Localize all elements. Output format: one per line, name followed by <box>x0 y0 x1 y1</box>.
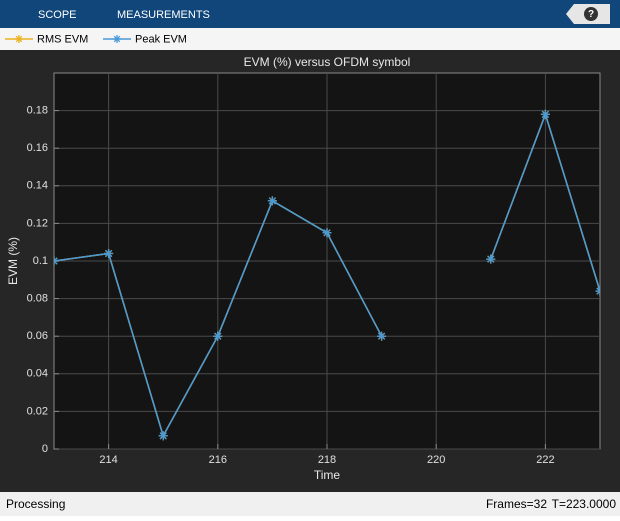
marker-stroke <box>596 287 600 292</box>
marker-stroke <box>113 35 121 43</box>
help-icon <box>584 7 598 21</box>
data-point <box>267 196 277 206</box>
x-tick-label: 214 <box>99 454 117 466</box>
x-tick-label: 218 <box>318 454 336 466</box>
marker-stroke <box>15 35 23 43</box>
legend-label: Peak EVM <box>135 33 187 45</box>
status-frames: Frames=32 <box>486 497 547 511</box>
y-tick-label: 0.14 <box>27 180 48 192</box>
legend-bar <box>0 28 620 50</box>
marker-stroke <box>487 255 495 263</box>
marker-stroke <box>323 229 331 237</box>
y-tick-label: 0.06 <box>27 330 48 342</box>
y-tick-label: 0.16 <box>27 142 48 154</box>
y-tick-label: 0.02 <box>27 405 48 417</box>
marker-stroke <box>541 110 550 118</box>
x-axis-label: Time <box>314 468 341 482</box>
y-tick-label: 0 <box>42 443 48 455</box>
x-tick-label: 216 <box>209 454 227 466</box>
status-state: Processing <box>6 497 65 511</box>
y-tick-label: 0.12 <box>27 217 48 229</box>
tab-scope[interactable]: SCOPE <box>38 9 77 21</box>
marker-stroke <box>596 290 600 295</box>
y-axis-label: EVM (%) <box>6 237 20 285</box>
marker-stroke <box>104 249 113 258</box>
data-point <box>486 254 496 264</box>
legend-label: RMS EVM <box>37 33 88 45</box>
y-tick-label: 0.18 <box>27 105 48 117</box>
y-tick-label: 0.08 <box>27 293 48 305</box>
marker-stroke <box>268 197 277 205</box>
x-tick-label: 220 <box>427 454 445 466</box>
chart-title: EVM (%) versus OFDM symbol <box>244 55 411 69</box>
x-tick-label: 222 <box>536 454 554 466</box>
plot-area <box>54 109 600 441</box>
data-point <box>322 228 332 238</box>
marker-stroke <box>377 332 386 340</box>
data-point <box>595 286 600 296</box>
marker-stroke <box>54 260 58 265</box>
y-tick-label: 0.04 <box>27 368 48 380</box>
data-point <box>213 331 223 341</box>
legend-entry[interactable]: RMS EVM <box>5 33 88 45</box>
data-point <box>54 256 59 266</box>
toolbar <box>0 0 620 28</box>
y-tick-label: 0.1 <box>33 255 48 267</box>
marker-stroke <box>54 257 58 262</box>
legend-entry[interactable]: Peak EVM <box>103 33 187 45</box>
tab-measurements[interactable]: MEASUREMENTS <box>117 9 210 21</box>
help-text: ? <box>588 9 594 20</box>
data-point <box>104 248 114 258</box>
marker-stroke <box>159 432 167 440</box>
data-point <box>158 431 168 441</box>
status-bar <box>0 492 620 516</box>
marker-stroke <box>214 332 222 340</box>
status-time: T=223.0000 <box>552 497 617 511</box>
data-point <box>540 109 550 119</box>
data-point <box>377 331 387 341</box>
